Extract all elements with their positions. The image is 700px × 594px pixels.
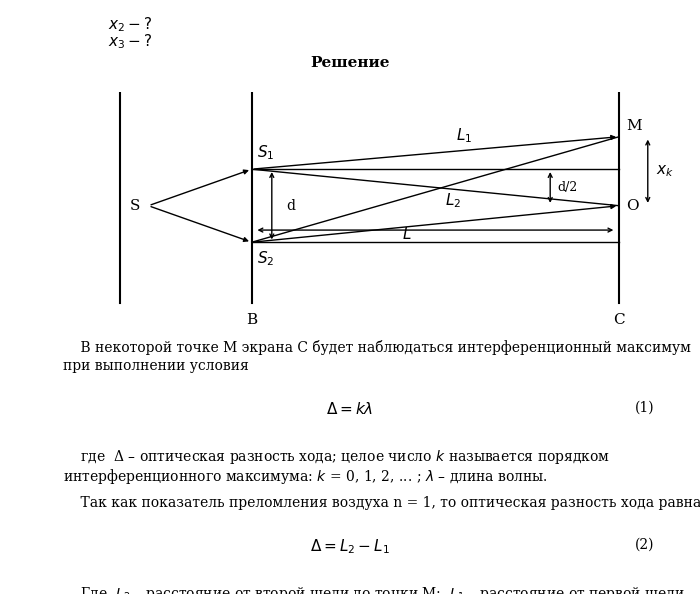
Text: O: O bbox=[626, 199, 638, 213]
Text: $x_3 - ?$: $x_3 - ?$ bbox=[108, 33, 153, 51]
Text: B: B bbox=[246, 313, 258, 327]
Text: d: d bbox=[286, 199, 295, 213]
Text: S: S bbox=[130, 199, 140, 213]
Text: M: M bbox=[626, 119, 642, 132]
Text: Решение: Решение bbox=[310, 56, 390, 71]
Text: (1): (1) bbox=[635, 400, 654, 415]
Text: интерференционного максимума: $k$ = 0, 1, 2, ... ; $\lambda$ – длина волны.: интерференционного максимума: $k$ = 0, 1… bbox=[63, 467, 548, 486]
Text: $L_2$: $L_2$ bbox=[444, 191, 461, 210]
Text: $\Delta = L_2 - L_1$: $\Delta = L_2 - L_1$ bbox=[310, 538, 390, 556]
Text: C: C bbox=[613, 313, 625, 327]
Text: $L_1$: $L_1$ bbox=[456, 126, 472, 145]
Text: $\Delta = k\lambda$: $\Delta = k\lambda$ bbox=[326, 400, 374, 416]
Text: где  Δ – оптическая разность хода; целое число $k$ называется порядком: где Δ – оптическая разность хода; целое … bbox=[63, 448, 610, 466]
Text: d/2: d/2 bbox=[557, 181, 578, 194]
Text: $L$: $L$ bbox=[402, 226, 412, 242]
Text: при выполнении условия: при выполнении условия bbox=[63, 359, 248, 373]
Text: $S_1$: $S_1$ bbox=[258, 143, 275, 162]
Text: Так как показатель преломления воздуха n = 1, то оптическая разность хода равна:: Так как показатель преломления воздуха n… bbox=[63, 495, 700, 510]
Text: $x_2 - ?$: $x_2 - ?$ bbox=[108, 15, 153, 33]
Text: $S_2$: $S_2$ bbox=[258, 249, 275, 268]
Text: Где  $L_2$ – расстояние от второй щели до точки М;  $L_1$ – расстояние от первой: Где $L_2$ – расстояние от второй щели до… bbox=[63, 585, 685, 594]
Text: (2): (2) bbox=[635, 538, 654, 551]
Text: $x_k$: $x_k$ bbox=[657, 163, 674, 179]
Text: В некоторой точке М экрана С будет наблюдаться интерференционный максимум: В некоторой точке М экрана С будет наблю… bbox=[63, 340, 691, 355]
